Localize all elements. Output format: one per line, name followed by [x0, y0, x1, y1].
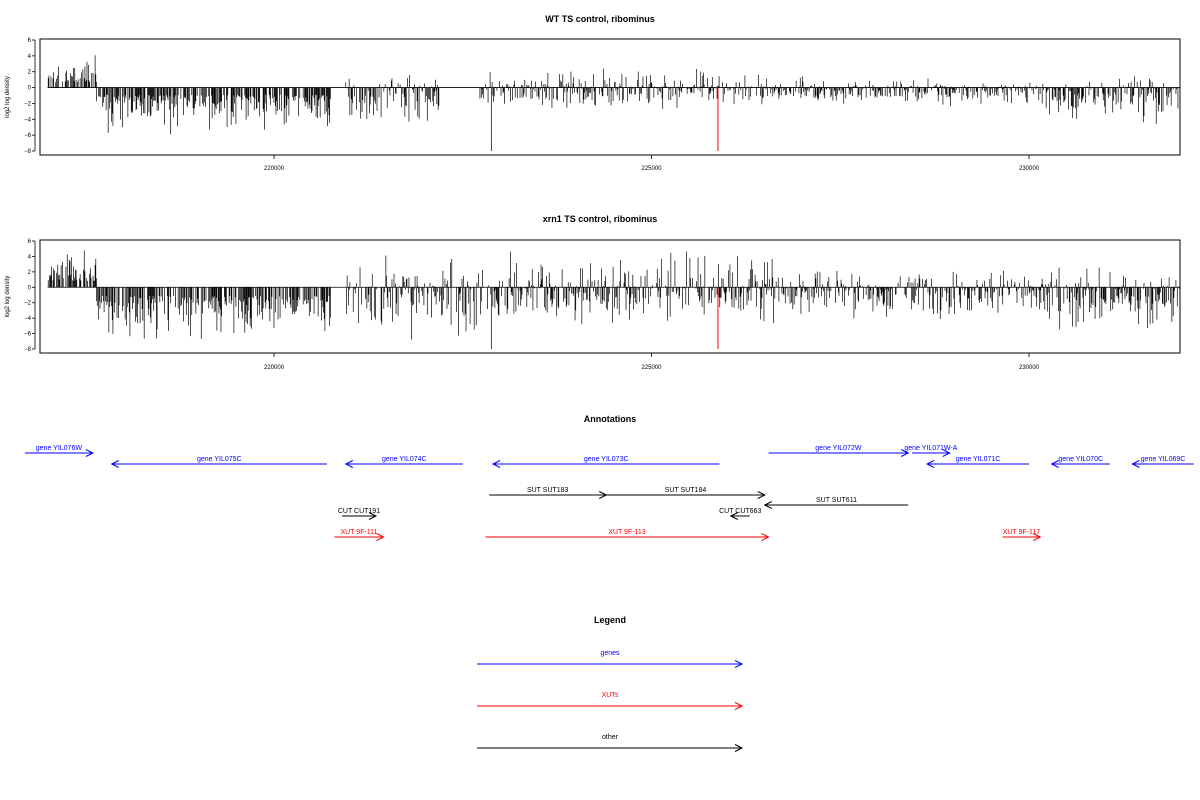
wt-density-panel: WT TS control, ribominus −8 −6 −4 −2 0 2 4 6 log2… — [5, 14, 1181, 172]
feature-label: SUT SUT184 — [665, 487, 707, 494]
feature-label: gene YIL074C — [382, 456, 427, 463]
x-tick-label: 220000 — [264, 365, 285, 371]
arrow-head — [1033, 533, 1042, 541]
y-tick-label: 6 — [28, 239, 32, 245]
legend-title: Legend — [594, 615, 626, 625]
arrow-head — [734, 660, 744, 668]
feature-arrow — [925, 460, 1030, 468]
x-tick-label: 230000 — [1019, 365, 1040, 371]
feature-label: gene YIL069C — [1141, 456, 1186, 463]
y-tick-label: 0 — [28, 285, 32, 291]
legend-arrow — [477, 702, 744, 710]
xrn1-density-panel: xrn1 TS control, ribominus −8 −6 −4 −2 0 2 4 6 lo… — [5, 214, 1181, 371]
annotations-track: Annotations gene YIL076W gene YIL075C gene … — [24, 414, 1194, 541]
legend: Legend genes XUTs other — [477, 615, 744, 752]
feature-arrow — [334, 533, 385, 541]
feature-label: CUT CUT663 — [719, 508, 761, 515]
arrow-head — [1050, 460, 1059, 468]
y-tick-label: −2 — [24, 101, 32, 107]
y-tick-label: 0 — [28, 86, 32, 92]
feature-label: gene YIL073C — [584, 456, 629, 463]
legend-label: XUTs — [602, 692, 619, 699]
feature-arrow — [729, 512, 750, 520]
arrow-head — [734, 702, 744, 710]
plot-frame — [39, 38, 1181, 156]
feature-label: gene YIL071C — [956, 456, 1001, 463]
legend-arrow — [477, 660, 744, 668]
arrow-head — [110, 460, 119, 468]
chart-title: WT TS control, ribominus — [545, 14, 655, 24]
arrow-head — [757, 491, 766, 499]
x-tick-label: 230000 — [1019, 166, 1040, 172]
feature-label: XUT 9F-111 — [340, 529, 377, 536]
arrow-head — [763, 501, 772, 509]
feature-label: XUT 9F-117 — [1003, 529, 1041, 536]
legend-label: other — [602, 734, 619, 741]
feature-arrow — [606, 491, 766, 499]
y-tick-label: −6 — [24, 133, 32, 139]
arrow-head — [344, 460, 353, 468]
feature-label: CUT CUT191 — [338, 508, 380, 515]
arrow-head — [85, 449, 94, 457]
feature-label: gene YIL076W — [36, 445, 83, 452]
y-tick-label: −4 — [24, 117, 32, 123]
feature-arrow — [24, 449, 94, 457]
feature-arrow — [1131, 460, 1194, 468]
legend-label: genes — [600, 650, 620, 657]
feature-arrow — [491, 460, 720, 468]
feature-arrow — [1002, 533, 1042, 541]
y-tick-label: −6 — [24, 332, 32, 338]
feature-arrow — [763, 501, 909, 509]
y-tick-label: −2 — [24, 301, 32, 307]
feature-arrow — [911, 449, 951, 457]
feature-label: gene YIL075C — [197, 456, 242, 463]
legend-arrow — [477, 744, 744, 752]
y-tick-label: −8 — [24, 347, 32, 353]
arrow-head — [368, 512, 378, 520]
y-axis-label: log2 log density — [5, 276, 11, 318]
arrow-head — [1131, 460, 1140, 468]
chart-title: xrn1 TS control, ribominus — [543, 214, 658, 224]
y-axis-label: log2 log density — [5, 76, 11, 118]
arrow-head — [900, 449, 910, 457]
y-tick-label: −4 — [24, 316, 32, 322]
feature-label: gene YIL072W — [815, 445, 862, 452]
x-tick-label: 225000 — [642, 365, 663, 371]
arrow-head — [599, 491, 608, 499]
y-tick-label: 2 — [28, 270, 32, 276]
feature-arrow — [768, 449, 910, 457]
y-tick-label: 2 — [28, 70, 32, 76]
annotations-title: Annotations — [584, 414, 637, 424]
feature-arrow — [110, 460, 327, 468]
arrow-head — [491, 460, 501, 468]
plot-frame — [39, 239, 1181, 354]
y-tick-label: 4 — [28, 254, 32, 260]
feature-label: gene YIL071W-A — [904, 445, 957, 452]
arrow-head — [761, 533, 770, 541]
feature-label: SUT SUT611 — [816, 497, 857, 504]
feature-arrow — [1050, 460, 1110, 468]
x-tick-label: 225000 — [642, 166, 663, 172]
arrow-head — [925, 460, 935, 468]
y-tick-label: 4 — [28, 54, 32, 60]
arrow-head — [942, 449, 951, 457]
feature-arrow — [344, 460, 463, 468]
feature-arrow — [489, 491, 608, 499]
arrow-head — [376, 533, 385, 541]
x-tick-label: 220000 — [264, 166, 285, 172]
y-tick-label: 6 — [28, 38, 32, 44]
arrow-head — [734, 744, 744, 752]
feature-arrow — [485, 533, 770, 541]
feature-arrow — [341, 512, 378, 520]
feature-label: gene YIL070C — [1058, 456, 1103, 463]
feature-label: XUT 9F-113 — [608, 529, 646, 536]
arrow-head — [729, 512, 739, 520]
feature-label: SUT SUT183 — [527, 487, 569, 494]
y-tick-label: −8 — [24, 149, 32, 155]
